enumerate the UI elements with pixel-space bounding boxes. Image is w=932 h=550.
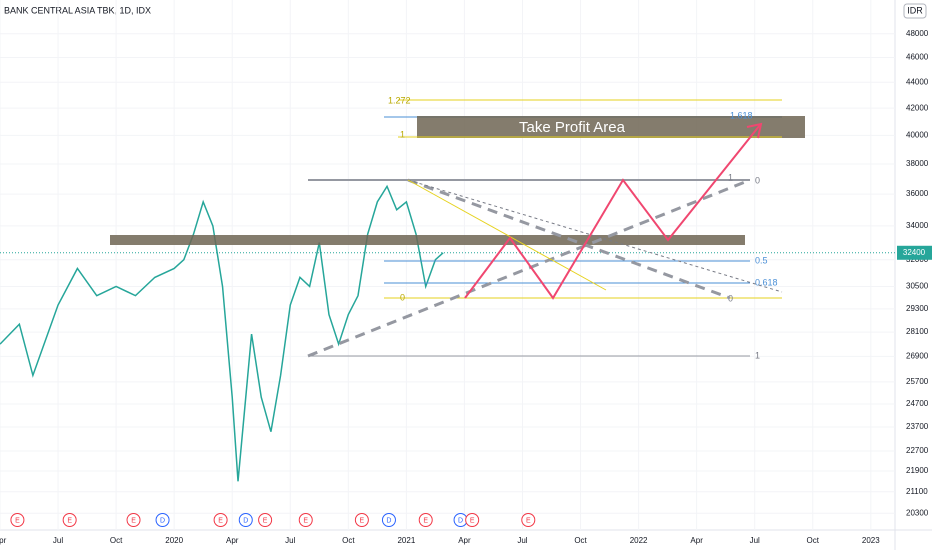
fan-label: 1: [755, 350, 760, 360]
y-tick-label: 21900: [906, 466, 929, 475]
y-tick-label: 30500: [906, 282, 929, 291]
price-line: [0, 184, 444, 482]
event-marker[interactable]: [298, 513, 313, 527]
fib-label: 1: [400, 129, 405, 139]
projection-arrow: [746, 122, 763, 139]
x-tick-label: Oct: [342, 536, 355, 545]
event-marker[interactable]: [10, 513, 25, 527]
x-tick-label: 2023: [862, 536, 880, 545]
chart-title: BANK CENTRAL ASIA TBK, 1D, IDX: [4, 5, 151, 15]
x-tick-label: Apr: [0, 536, 7, 545]
event-marker[interactable]: [381, 513, 396, 527]
event-label: E: [218, 517, 223, 524]
event-label: E: [470, 517, 475, 524]
x-tick-label: Oct: [574, 536, 587, 545]
x-tick-label: Apr: [226, 536, 239, 545]
currency-badge[interactable]: [903, 3, 927, 19]
y-tick-label: 46000: [906, 53, 929, 62]
fan-label: 0: [728, 293, 733, 303]
fib-label: 0: [400, 292, 405, 302]
event-marker[interactable]: [465, 513, 480, 527]
x-tick-label: Apr: [690, 536, 703, 545]
x-tick-label: Oct: [110, 536, 123, 545]
fan-label: 0: [755, 175, 760, 185]
y-tick-label: 36000: [906, 189, 929, 198]
fib-label: 0.618: [755, 277, 778, 287]
event-marker[interactable]: [521, 513, 536, 527]
event-label: E: [303, 517, 308, 524]
event-marker[interactable]: [62, 513, 77, 527]
trend-line: [407, 179, 607, 291]
take-profit-zone: [417, 116, 805, 138]
y-tick-label: 40000: [906, 130, 929, 139]
last-price-badge: [897, 245, 932, 260]
x-tick-label: Jul: [53, 536, 63, 545]
event-label: E: [131, 517, 136, 524]
fan-label: 1: [728, 172, 733, 182]
projection-path: [464, 124, 761, 300]
x-tick-label: 2021: [397, 536, 415, 545]
event-label: D: [243, 517, 248, 524]
y-tick-label: 26900: [906, 352, 929, 361]
trend-line: [407, 179, 783, 293]
fib-label: 0.5: [755, 255, 768, 265]
event-label: E: [263, 517, 268, 524]
y-tick-label: 28100: [906, 327, 929, 336]
y-tick-label: 29300: [906, 304, 929, 313]
event-label: E: [360, 517, 365, 524]
event-marker[interactable]: [354, 513, 369, 527]
x-tick-label: 2020: [165, 536, 183, 545]
fib-label: 1.618: [730, 110, 753, 120]
event-marker[interactable]: [418, 513, 433, 527]
y-tick-label: 23700: [906, 422, 929, 431]
trend-line: [307, 178, 751, 358]
take-profit-label: Take Profit Area: [519, 119, 626, 136]
y-tick-label: 21100: [906, 487, 928, 496]
event-label: E: [15, 517, 20, 524]
event-label: D: [386, 517, 391, 524]
y-tick-label: 24700: [906, 399, 929, 408]
x-tick-label: 2022: [630, 536, 648, 545]
event-label: E: [67, 517, 72, 524]
event-marker[interactable]: [126, 513, 141, 527]
event-label: D: [458, 517, 463, 524]
x-tick-label: Oct: [807, 536, 820, 545]
x-tick-label: Jul: [285, 536, 295, 545]
y-tick-label: 20300: [906, 508, 929, 517]
fib-label: 1.272: [388, 95, 411, 105]
x-tick-label: Apr: [458, 536, 471, 545]
event-marker[interactable]: [155, 513, 170, 527]
y-tick-label: 44000: [906, 77, 929, 86]
x-tick-label: Jul: [750, 536, 760, 545]
y-tick-label: 48000: [906, 29, 929, 38]
currency-label: IDR: [907, 5, 923, 15]
event-marker[interactable]: [258, 513, 273, 527]
drawings: 1.272 Take Profit Area 1.618 1 1 0 0.5 0…: [110, 95, 805, 360]
event-marker[interactable]: [213, 513, 228, 527]
event-marker[interactable]: [238, 513, 253, 527]
y-tick-label: 25700: [906, 377, 929, 386]
last-price-label: 32400: [903, 248, 926, 257]
trend-line: [407, 178, 731, 300]
x-tick-label: Jul: [517, 536, 527, 545]
y-tick-label: 34000: [906, 221, 929, 230]
event-label: D: [160, 517, 165, 524]
y-tick-label: 38000: [906, 159, 929, 168]
event-label: E: [526, 517, 531, 524]
y-tick-label: 22700: [906, 446, 929, 455]
event-label: E: [423, 517, 428, 524]
y-tick-label: 42000: [906, 103, 929, 112]
resistance-zone: [110, 235, 745, 245]
